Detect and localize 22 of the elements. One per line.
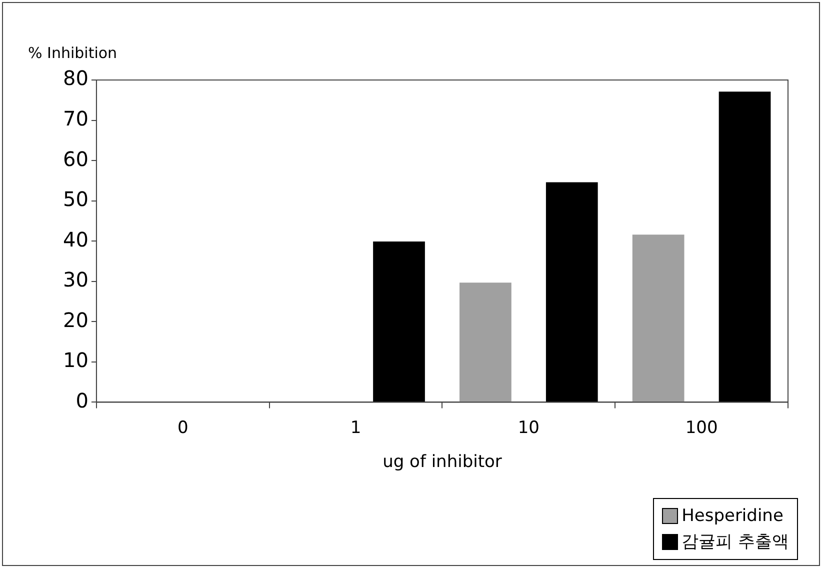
legend-label: 감귤피 추출액 [682, 531, 789, 554]
y-tick-label: 70 [62, 106, 88, 130]
y-tick-label: 0 [76, 388, 88, 412]
x-tick-label: 0 [177, 418, 188, 438]
y-tick-label: 80 [62, 66, 88, 90]
bar [718, 92, 771, 402]
legend-label: Hesperidine [682, 505, 784, 528]
y-axis-title: % Inhibition [28, 44, 118, 62]
y-tick-label: 60 [62, 146, 88, 171]
y-tick-label: 20 [62, 308, 88, 332]
x-axis-title: ug of inhibitor [382, 452, 502, 472]
x-tick-label: 10 [518, 418, 540, 438]
bar [373, 242, 425, 402]
bar [632, 234, 684, 402]
y-tick-label: 30 [62, 268, 88, 292]
y-tick-label: 40 [62, 227, 88, 252]
y-tick-label: 50 [62, 187, 88, 212]
x-tick-label: 100 [685, 418, 718, 438]
y-tick-label: 10 [62, 348, 88, 372]
bar [546, 182, 598, 402]
bar [460, 282, 512, 402]
x-tick-label: 1 [350, 418, 362, 438]
